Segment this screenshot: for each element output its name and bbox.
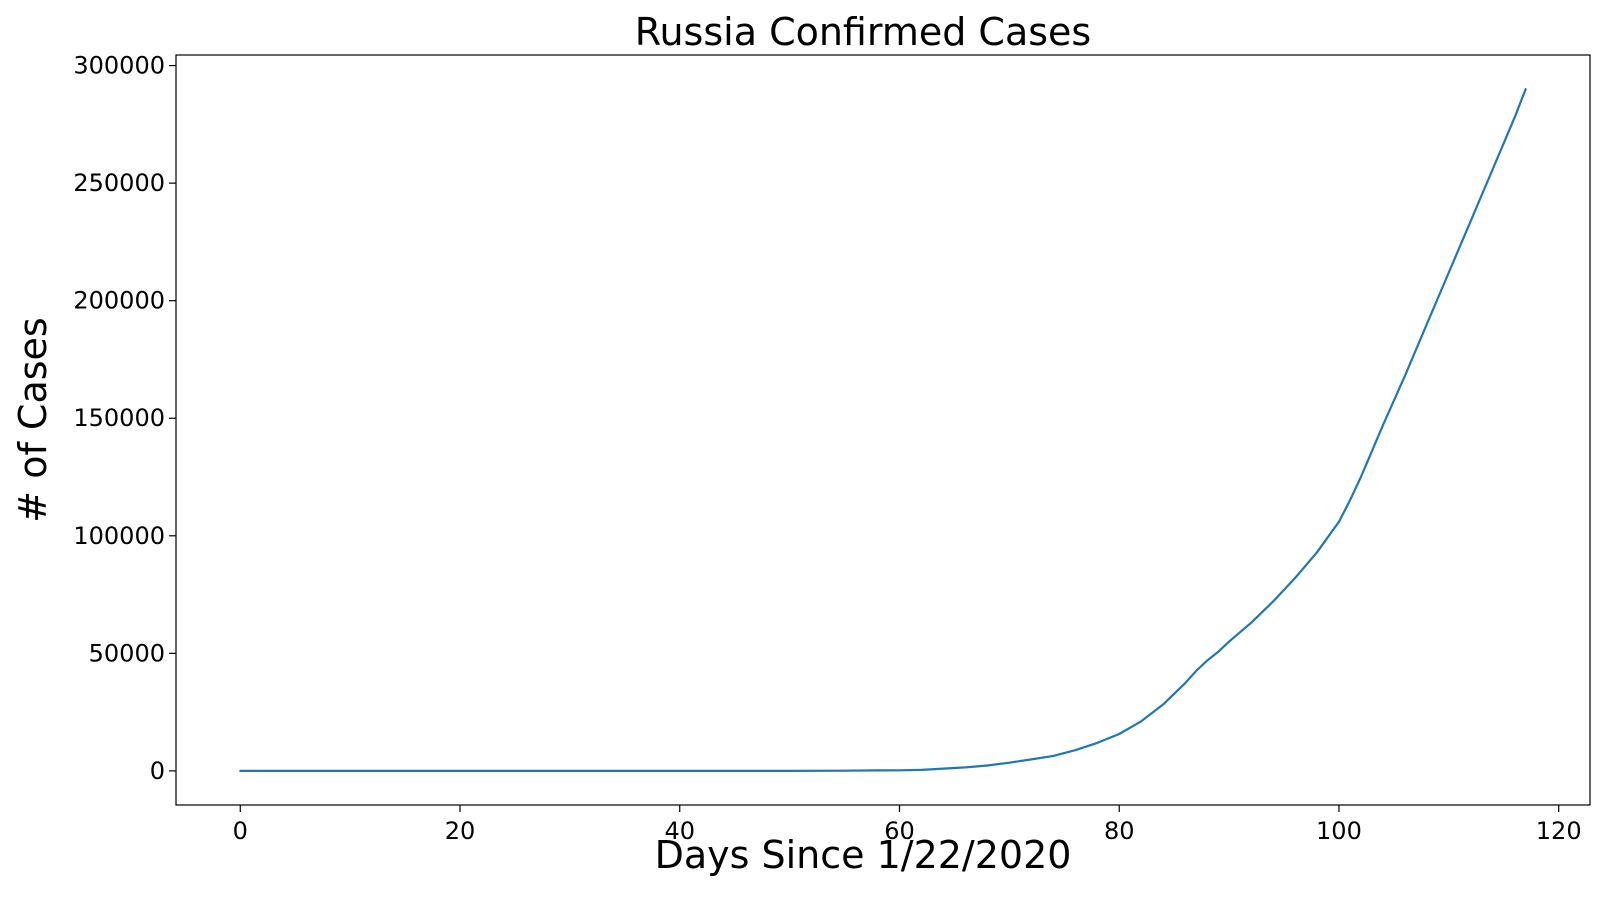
plot-area — [175, 54, 1591, 806]
x-axis-label: Days Since 1/22/2020 — [655, 833, 1072, 877]
chart-title: Russia Confirmed Cases — [635, 10, 1091, 54]
y-tick-label: 0 — [150, 757, 165, 785]
y-tick-label: 250000 — [73, 169, 165, 197]
y-tick-label: 50000 — [89, 639, 165, 667]
y-tick-label: 300000 — [73, 52, 165, 80]
y-axis-ticks: 0 50000 100000 150000 200000 250000 300000 — [73, 52, 176, 785]
x-tick-label: 80 — [1104, 817, 1135, 845]
x-tick-label: 100 — [1316, 817, 1362, 845]
x-tick-label: 40 — [664, 817, 695, 845]
x-axis-ticks: 0 20 40 60 80 100 120 — [233, 805, 1582, 845]
x-tick-label: 20 — [445, 817, 476, 845]
x-tick-label: 120 — [1536, 817, 1582, 845]
y-tick-label: 150000 — [73, 404, 165, 432]
x-tick-label: 60 — [884, 817, 915, 845]
y-tick-label: 100000 — [73, 522, 165, 550]
x-tick-label: 0 — [233, 817, 248, 845]
y-tick-label: 200000 — [73, 287, 165, 315]
series-line — [239, 87, 1527, 773]
axes-frame — [175, 54, 1591, 806]
y-axis-label: # of Cases — [11, 317, 55, 522]
